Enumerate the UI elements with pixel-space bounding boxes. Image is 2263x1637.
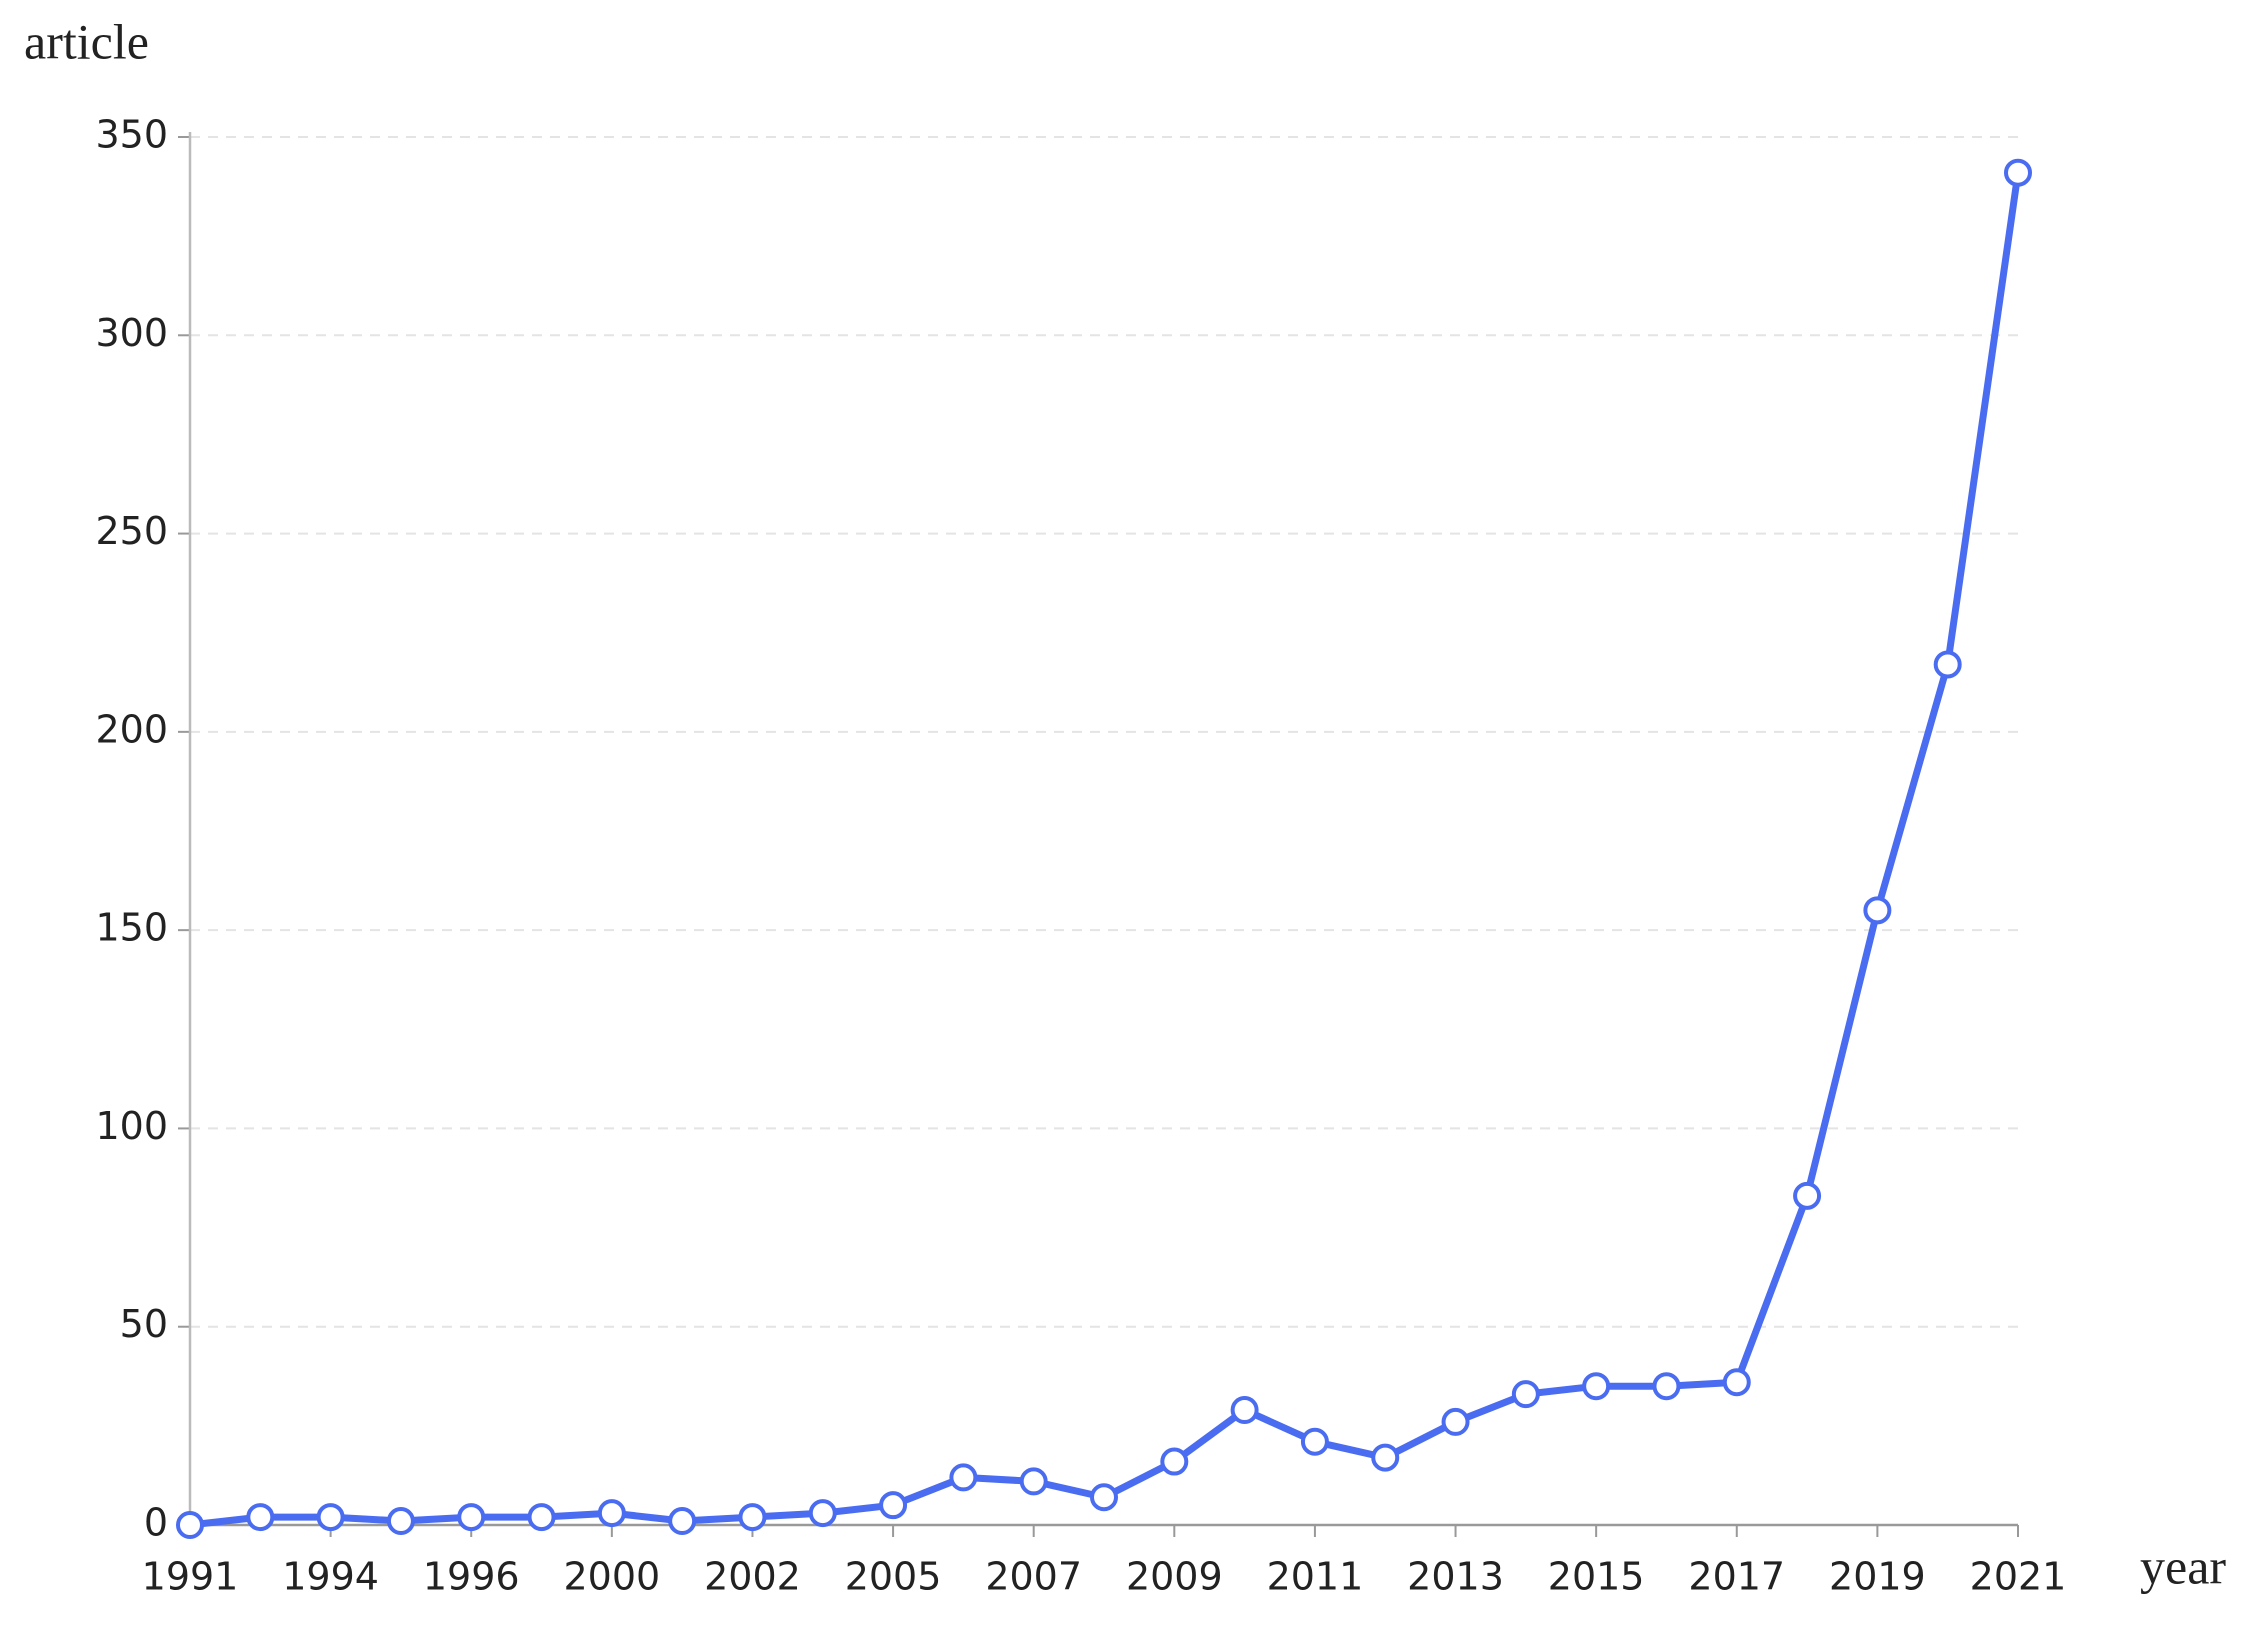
y-tick-label: 50 bbox=[120, 1302, 168, 1346]
data-line bbox=[189, 172, 2022, 1529]
y-tick-label: 100 bbox=[95, 1104, 168, 1148]
x-tick-label: 1991 bbox=[142, 1555, 239, 1599]
data-point bbox=[1582, 1372, 1611, 1401]
data-point bbox=[527, 1503, 556, 1532]
data-point bbox=[949, 1463, 978, 1492]
data-point bbox=[1019, 1467, 1048, 1496]
data-point bbox=[457, 1503, 486, 1532]
data-point bbox=[316, 1503, 345, 1532]
data-point bbox=[1793, 1181, 1822, 1210]
y-tick-label: 150 bbox=[95, 906, 168, 950]
data-point bbox=[597, 1499, 626, 1528]
data-point bbox=[176, 1511, 204, 1539]
data-point bbox=[668, 1507, 697, 1536]
x-tick-label: 2015 bbox=[1548, 1555, 1645, 1599]
data-point bbox=[1090, 1483, 1118, 1512]
x-tick-label: 2009 bbox=[1126, 1555, 1223, 1599]
data-point bbox=[1511, 1380, 1540, 1409]
data-point bbox=[1722, 1368, 1751, 1397]
y-tick-label: 350 bbox=[95, 113, 168, 157]
y-axis-label: article bbox=[24, 13, 149, 69]
x-tick-label: 1994 bbox=[282, 1555, 379, 1599]
x-tick-label: 2005 bbox=[845, 1555, 942, 1599]
x-tick-label: 2011 bbox=[1267, 1555, 1364, 1599]
y-tick-label: 250 bbox=[95, 509, 168, 553]
x-tick-label: 2000 bbox=[563, 1555, 660, 1599]
x-axis-label: year bbox=[2140, 1538, 2226, 1594]
data-point bbox=[386, 1507, 415, 1536]
data-point bbox=[879, 1491, 908, 1520]
data-point bbox=[1371, 1443, 1400, 1472]
data-point bbox=[1160, 1447, 1189, 1476]
y-tick-label: 300 bbox=[95, 311, 168, 355]
x-tick-label: 1996 bbox=[423, 1555, 520, 1599]
x-tick-label: 2013 bbox=[1407, 1555, 1504, 1599]
y-tick-label: 200 bbox=[95, 707, 168, 751]
y-tick-label: 0 bbox=[144, 1501, 168, 1545]
data-point bbox=[1933, 650, 1962, 679]
data-point bbox=[1863, 896, 1892, 925]
data-point bbox=[1652, 1372, 1681, 1401]
x-tick-label: 2007 bbox=[985, 1555, 1082, 1599]
data-point bbox=[1230, 1395, 1259, 1424]
data-point bbox=[738, 1503, 767, 1532]
x-tick-label: 2002 bbox=[704, 1555, 801, 1599]
data-point bbox=[808, 1499, 837, 1528]
data-point bbox=[1300, 1427, 1329, 1456]
data-point bbox=[2004, 158, 2032, 187]
x-tick-label: 2019 bbox=[1829, 1555, 1926, 1599]
data-point bbox=[246, 1503, 275, 1532]
x-tick-label: 2021 bbox=[1970, 1555, 2067, 1599]
data-point bbox=[1441, 1407, 1470, 1436]
x-tick-label: 2017 bbox=[1688, 1555, 1785, 1599]
